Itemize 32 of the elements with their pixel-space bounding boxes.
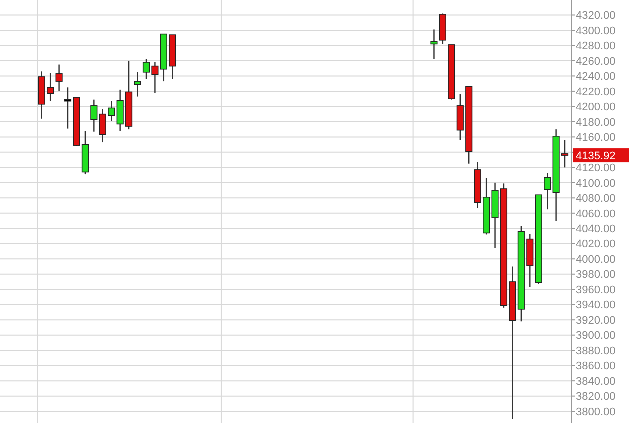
y-tick-label: 3980.00 xyxy=(576,269,616,282)
y-tick-label: 4260.00 xyxy=(576,56,616,68)
y-tick-label: 4300.00 xyxy=(576,25,616,38)
y-tick-label: 4020.00 xyxy=(576,238,616,251)
y-tick-label: 4120.00 xyxy=(576,162,616,175)
y-tick-label: 3860.00 xyxy=(576,360,616,373)
y-tick-label: 3920.00 xyxy=(576,314,616,327)
y-tick-label: 3800.00 xyxy=(576,406,616,418)
y-tick-label: 4200.00 xyxy=(576,102,616,114)
y-tick-label: 4220.00 xyxy=(576,86,616,98)
y-tick-label: 3840.00 xyxy=(576,376,616,388)
y-tick-label: 4100.00 xyxy=(576,178,616,190)
y-tick-label: 3940.00 xyxy=(576,300,616,312)
candlestick xyxy=(430,29,438,60)
y-tick-label: 3960.00 xyxy=(576,284,616,296)
y-tick-label: 4320.00 xyxy=(576,10,616,22)
y-tick-label: 3880.00 xyxy=(576,345,616,358)
text: 4135.92 xyxy=(576,150,616,162)
y-tick-label: 3820.00 xyxy=(576,391,616,404)
candlestick xyxy=(90,99,98,132)
y-tick-label: 4040.00 xyxy=(576,224,616,236)
y-tick-label: 4000.00 xyxy=(576,254,616,266)
y-tick-label: 4280.00 xyxy=(576,40,616,53)
y-tick-label: 3900.00 xyxy=(576,330,616,342)
candlestick xyxy=(544,172,552,210)
y-tick-label: 4240.00 xyxy=(576,71,616,84)
y-tick-label: 4060.00 xyxy=(576,208,616,220)
y-tick-label: 4160.00 xyxy=(576,132,616,144)
y-tick-label: 4180.00 xyxy=(576,116,616,129)
candlestick xyxy=(56,64,63,92)
candlestick xyxy=(134,72,142,98)
y-tick-label: 4080.00 xyxy=(576,193,616,206)
